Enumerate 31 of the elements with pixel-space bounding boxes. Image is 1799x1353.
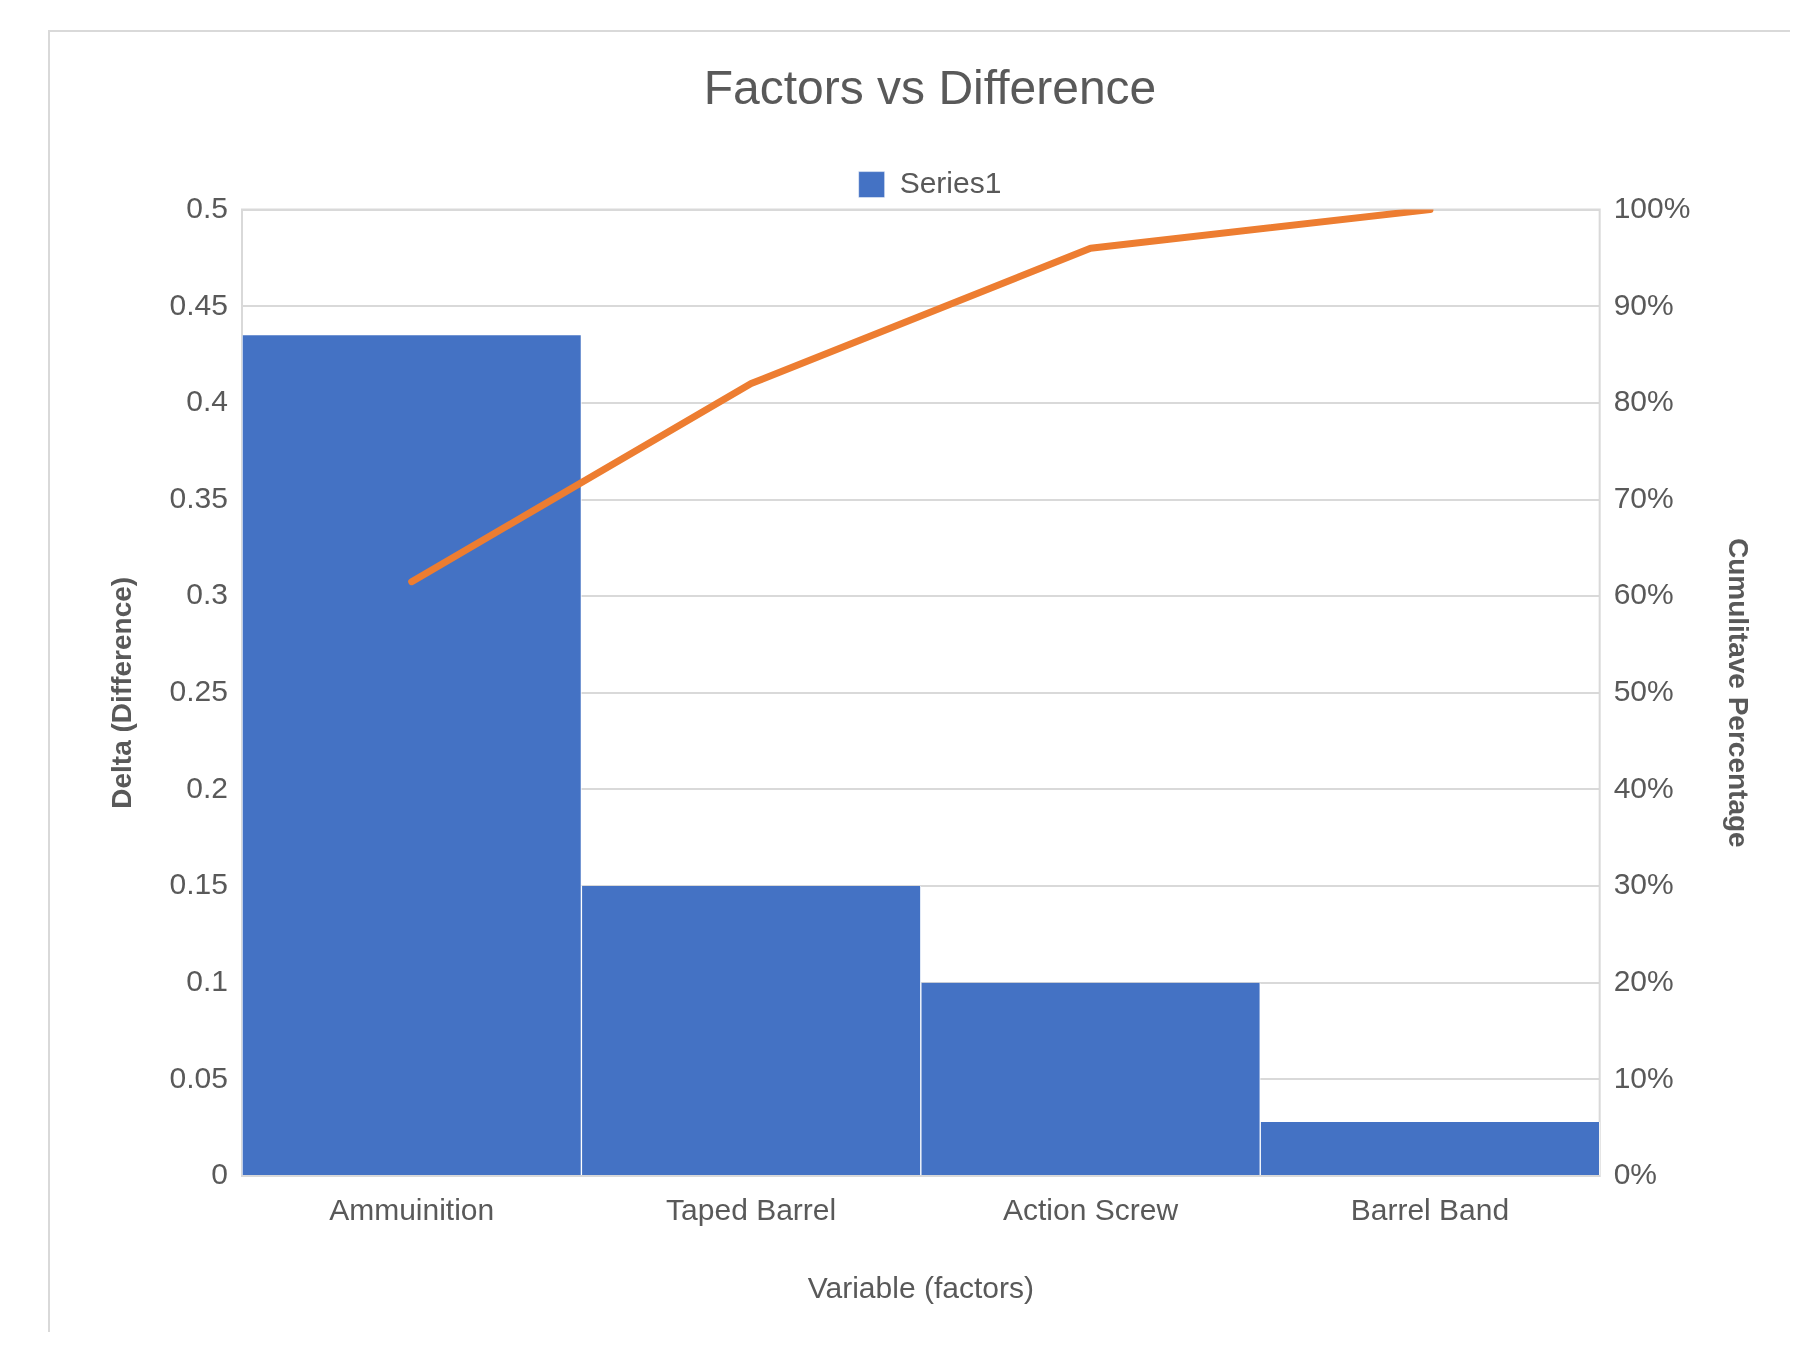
y-tick-label: 0.1 <box>186 963 228 997</box>
x-tick-label: Taped Barrel <box>666 1193 837 1227</box>
y2-tick-label: 0% <box>1613 1157 1658 1191</box>
x-tick-label: Barrel Band <box>1350 1193 1510 1227</box>
y2-tick-label: 30% <box>1613 867 1674 901</box>
y-tick-label: 0.2 <box>186 770 228 804</box>
y2-tick-label: 90% <box>1613 287 1674 321</box>
y2-tick-label: 60% <box>1613 577 1674 611</box>
x-axis-title: Variable (factors) <box>807 1271 1034 1305</box>
y2-tick-label: 20% <box>1613 963 1674 997</box>
legend-label: Series1 <box>899 165 1002 199</box>
x-tick-label: Action Screw <box>1003 1193 1179 1227</box>
y2-tick-label: 10% <box>1613 1060 1674 1094</box>
y2-tick-label: 50% <box>1613 674 1674 708</box>
y-tick-label: 0.25 <box>169 674 228 708</box>
y-tick-label: 0 <box>211 1157 228 1191</box>
y2-axis-title: Cumulitave Percentage <box>1723 537 1755 848</box>
y-tick-label: 0.5 <box>186 190 228 224</box>
y-tick-label: 0.4 <box>186 384 228 418</box>
chart-title: Factors vs Difference <box>703 61 1157 115</box>
y-tick-label: 0.05 <box>169 1060 228 1094</box>
x-tick-label: Ammuinition <box>329 1193 495 1227</box>
y2-tick-label: 80% <box>1613 384 1674 418</box>
y-tick-label: 0.45 <box>169 287 228 321</box>
y2-tick-label: 100% <box>1613 190 1691 224</box>
y-axis-title: Delta (Difference) <box>105 576 137 809</box>
y-tick-label: 0.35 <box>169 480 228 514</box>
y2-tick-label: 70% <box>1613 480 1674 514</box>
y-tick-label: 0.15 <box>169 867 228 901</box>
y-tick-label: 0.3 <box>186 577 228 611</box>
y2-tick-label: 40% <box>1613 770 1674 804</box>
